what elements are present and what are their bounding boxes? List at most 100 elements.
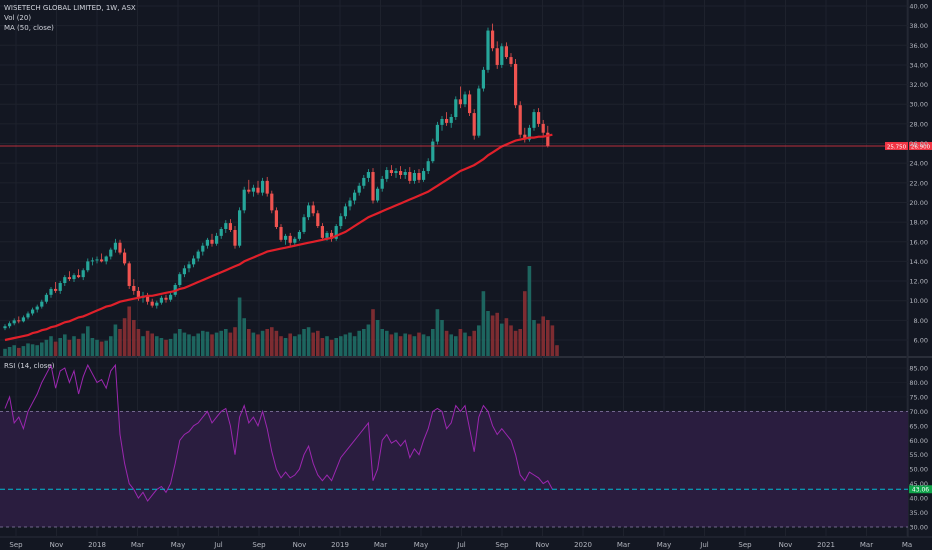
candle-body: [477, 88, 481, 136]
volume-bar: [109, 336, 113, 356]
volume-bar: [265, 329, 269, 356]
volume-bar: [536, 323, 541, 356]
candle-body: [357, 185, 361, 193]
volume-bar: [334, 338, 338, 356]
candle-body: [320, 226, 324, 238]
candle-body: [431, 141, 435, 162]
candle-body: [118, 242, 122, 253]
volume-bar: [371, 309, 375, 356]
candle-body: [523, 134, 527, 140]
candle-body: [504, 46, 508, 58]
volume-bar: [325, 336, 329, 356]
volume-bar: [168, 338, 173, 356]
volume-bar: [550, 325, 555, 356]
price-tick-label: 38.00: [909, 22, 928, 30]
volume-bar: [219, 330, 223, 356]
candle-body: [228, 223, 232, 230]
symbol-title: WISETECH GLOBAL LIMITED, 1W, ASX: [4, 4, 136, 12]
countdown-badge: [909, 141, 932, 150]
vol-indicator-label[interactable]: Vol (20): [4, 14, 32, 22]
candle-body: [256, 187, 260, 193]
candle-body: [279, 227, 283, 240]
candle-body: [54, 288, 58, 291]
volume-bar: [398, 336, 403, 356]
candle-body: [178, 274, 182, 285]
volume-bar: [454, 336, 458, 356]
volume-bar: [164, 339, 168, 356]
volume-bar: [182, 332, 187, 356]
volume-bar: [504, 318, 509, 356]
volume-bar: [233, 327, 237, 356]
volume-bar: [449, 334, 453, 356]
rsi-tick-label: 65.00: [909, 422, 928, 430]
volume-bar: [145, 330, 150, 356]
rsi-indicator-label[interactable]: RSI (14, close): [4, 362, 55, 370]
volume-bar: [348, 332, 352, 356]
volume-bar: [242, 318, 246, 356]
rsi-tick-label: 50.00: [909, 466, 928, 474]
candle-body: [293, 238, 297, 243]
candle-body: [339, 216, 343, 227]
volume-bar: [155, 336, 159, 356]
volume-bar: [260, 330, 265, 356]
candle-body: [417, 173, 421, 180]
candle-body: [353, 192, 357, 201]
volume-bar: [53, 341, 58, 356]
candle-body: [67, 277, 71, 280]
candle-body: [527, 127, 531, 140]
volume-bar: [288, 333, 292, 356]
volume-bar: [366, 324, 371, 356]
volume-bar: [513, 330, 518, 356]
candle-body: [454, 99, 458, 118]
volume-bar: [467, 336, 472, 356]
ma-indicator-label[interactable]: MA (50, close): [4, 24, 54, 32]
volume-bar: [279, 336, 283, 356]
candlesticks: [3, 23, 550, 331]
price-tick-label: 20.00: [909, 199, 928, 207]
volume-bar: [21, 346, 26, 356]
candle-body: [380, 178, 384, 189]
candle-body: [40, 301, 44, 307]
rsi-tick-label: 85.00: [909, 365, 928, 373]
volume-bar: [256, 334, 260, 356]
candle-body: [514, 63, 518, 106]
volume-bar: [201, 330, 205, 356]
candle-body: [58, 283, 62, 291]
candle-body: [468, 94, 472, 114]
candle-body: [472, 113, 476, 136]
volume-bar: [500, 323, 504, 356]
volume-bar: [444, 330, 449, 356]
countdown-label: 26.900: [911, 144, 931, 150]
candle-body: [481, 69, 485, 89]
candle-body: [224, 223, 228, 229]
candle-body: [297, 231, 301, 239]
candle-body: [201, 245, 205, 252]
time-tick-label: Mar: [131, 541, 144, 549]
rsi-tick-label: 45.00: [909, 480, 928, 488]
volume-bar: [251, 332, 256, 356]
time-tick-label: Nov: [779, 541, 793, 549]
candle-body: [247, 189, 251, 192]
candle-body: [445, 118, 449, 123]
time-tick-label: May: [657, 541, 671, 549]
candle-body: [169, 294, 173, 300]
candle-body: [366, 172, 370, 178]
candle-body: [537, 112, 541, 124]
volume-bar: [518, 329, 522, 356]
volume-bar: [306, 327, 311, 356]
rsi-band: [0, 410, 908, 528]
candle-body: [541, 123, 545, 133]
candle-body: [270, 193, 274, 211]
volume-bar: [352, 336, 357, 356]
candle-body: [17, 320, 21, 322]
volume-bar: [527, 266, 532, 356]
candle-body: [49, 288, 53, 295]
volume-bar: [403, 333, 407, 356]
candle-body: [100, 259, 104, 262]
candle-body: [265, 180, 269, 194]
volume-bar: [486, 311, 490, 356]
volume-bar: [210, 334, 214, 356]
candle-body: [136, 290, 140, 298]
volume-bar: [555, 345, 559, 356]
